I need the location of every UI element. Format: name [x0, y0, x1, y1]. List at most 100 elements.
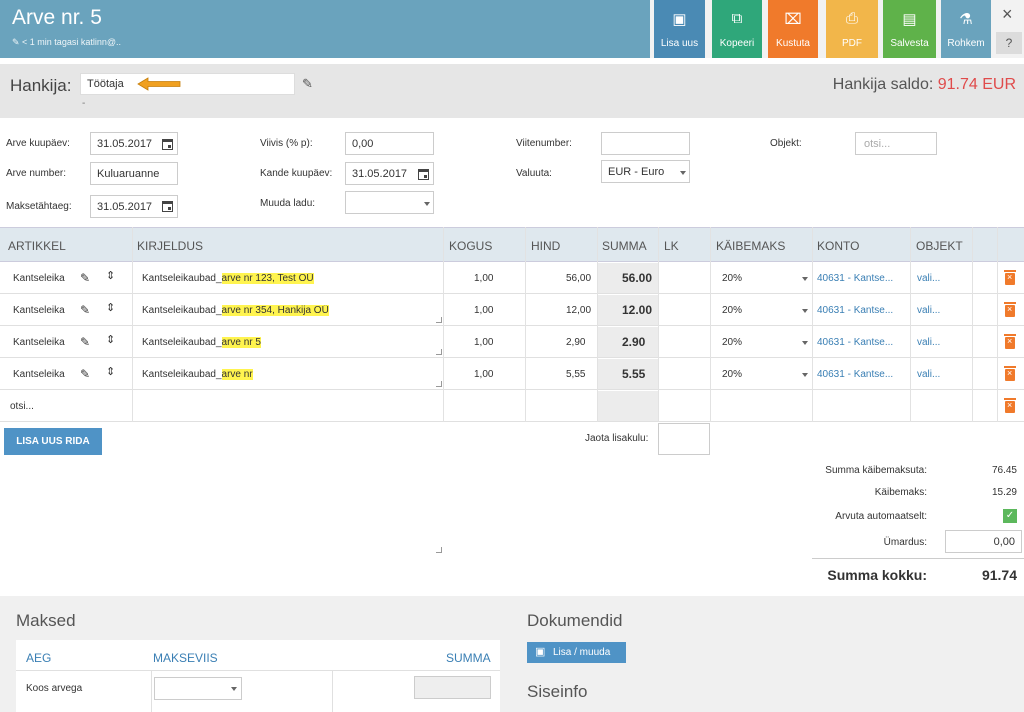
save-button[interactable]: ▤ Salvesta — [883, 0, 936, 58]
edit-icon[interactable]: ✎ — [80, 303, 91, 317]
payments-col-sum: SUMMA — [446, 651, 491, 665]
description-highlight: arve nr 354, Hankija OÜ — [221, 305, 329, 316]
row-quantity[interactable]: 1,00 — [474, 369, 494, 380]
calendar-icon[interactable] — [162, 201, 173, 212]
description-highlight: arve nr 123, Test OÜ — [221, 273, 314, 284]
row-article[interactable]: Kantseleika — [13, 337, 65, 348]
due-date-field[interactable]: 31.05.2017 — [90, 195, 178, 218]
row-price[interactable]: 2,90 — [566, 337, 586, 348]
penalty-field[interactable]: 0,00 — [345, 132, 434, 155]
ref-field[interactable] — [601, 132, 690, 155]
supplier-input[interactable]: Töötaja — [80, 73, 295, 95]
reorder-icon[interactable]: ⇕ — [106, 366, 116, 378]
column-divider — [972, 227, 973, 422]
row-account[interactable]: 40631 - Kantse... — [817, 369, 894, 380]
reorder-icon[interactable]: ⇕ — [106, 302, 116, 314]
trash-icon[interactable] — [1004, 334, 1016, 349]
trash-icon[interactable] — [1004, 270, 1016, 285]
rounding-input[interactable]: 0,00 — [945, 530, 1022, 553]
save-button-label: Salvesta — [890, 38, 929, 49]
row-description[interactable]: Kantseleikaubad_arve nr — [142, 369, 253, 380]
calendar-icon[interactable] — [418, 169, 429, 180]
entry-date-field[interactable]: 31.05.2017 — [345, 162, 434, 185]
pdf-button-label: PDF — [842, 38, 862, 49]
edit-icon[interactable]: ✎ — [80, 367, 91, 381]
copy-icon: ⧉ — [731, 10, 743, 27]
documents-edit-button[interactable]: ▣ Lisa / muuda — [527, 642, 626, 663]
resize-handle-icon[interactable] — [436, 349, 442, 355]
title-bar: Arve nr. 5 ✎ < 1 min tagasi katlinn@.. — [0, 0, 650, 58]
row-quantity[interactable]: 1,00 — [474, 273, 494, 284]
auto-calc-checkbox[interactable]: ✓ — [1003, 509, 1017, 523]
documents-button-label: Lisa / muuda — [553, 647, 611, 658]
resize-handle-icon[interactable] — [436, 381, 442, 387]
edit-icon[interactable]: ✎ — [80, 271, 91, 285]
reorder-icon[interactable]: ⇕ — [106, 270, 116, 282]
trash-icon[interactable] — [1004, 302, 1016, 317]
sum-cell-bg — [597, 295, 658, 326]
reorder-icon[interactable]: ⇕ — [106, 334, 116, 346]
trash-icon[interactable] — [1004, 398, 1016, 413]
row-description[interactable]: Kantseleikaubad_arve nr 123, Test OÜ — [142, 273, 314, 284]
row-article[interactable]: Kantseleika — [13, 273, 65, 284]
chevron-down-icon — [802, 309, 808, 313]
auto-calc-label: Arvuta automaatselt: — [835, 511, 927, 522]
row-object[interactable]: vali... — [917, 305, 941, 316]
row-vat[interactable]: 20% — [722, 305, 743, 316]
delete-button[interactable]: ⌧ Kustuta — [768, 0, 818, 58]
trash-icon[interactable] — [1004, 366, 1016, 381]
row-quantity[interactable]: 1,00 — [474, 305, 494, 316]
distribute-input[interactable] — [658, 423, 710, 455]
add-row-button[interactable]: LISA UUS RIDA — [4, 428, 102, 455]
row-article[interactable]: Kantseleika — [13, 369, 65, 380]
row-quantity[interactable]: 1,00 — [474, 337, 494, 348]
row-object[interactable]: vali... — [917, 337, 941, 348]
calendar-icon[interactable] — [162, 139, 173, 150]
resize-handle-icon[interactable] — [436, 547, 442, 553]
distribute-label: Jaota lisakulu: — [585, 433, 649, 444]
row-description[interactable]: Kantseleikaubad_arve nr 354, Hankija OÜ — [142, 305, 329, 316]
pdf-button[interactable]: ⎙ PDF — [826, 0, 878, 58]
chevron-down-icon — [802, 373, 808, 377]
row-account[interactable]: 40631 - Kantse... — [817, 273, 894, 284]
row-article[interactable]: Kantseleika — [13, 305, 65, 316]
description-highlight: arve nr 5 — [221, 337, 261, 348]
close-icon[interactable]: × — [1002, 4, 1013, 24]
invoice-date-field[interactable]: 31.05.2017 — [90, 132, 178, 155]
object-search-input[interactable]: otsi... — [855, 132, 937, 155]
edit-icon[interactable]: ✎ — [302, 76, 313, 91]
row-account[interactable]: 40631 - Kantse... — [817, 305, 894, 316]
payment-sum-input[interactable] — [414, 676, 491, 699]
row-object[interactable]: vali... — [917, 273, 941, 284]
warehouse-select[interactable] — [345, 191, 434, 214]
row-object[interactable]: vali... — [917, 369, 941, 380]
description-text: Kantseleikaubad_ — [142, 273, 222, 284]
row-account[interactable]: 40631 - Kantse... — [817, 337, 894, 348]
row-price[interactable]: 12,00 — [566, 305, 592, 316]
payments-title: Maksed — [16, 611, 76, 630]
row-price[interactable]: 5,55 — [566, 369, 586, 380]
edit-icon[interactable]: ✎ — [80, 335, 91, 349]
sum-cell-bg — [597, 391, 658, 422]
currency-select[interactable]: EUR - Euro — [601, 160, 690, 183]
new-button[interactable]: ▣ Lisa uus — [654, 0, 705, 58]
resize-handle-icon[interactable] — [436, 317, 442, 323]
payment-method-select[interactable] — [154, 677, 242, 700]
more-button[interactable]: ⚗ Rohkem — [941, 0, 991, 58]
row-price[interactable]: 56,00 — [566, 273, 592, 284]
payments-col-method: MAKSEVIIS — [153, 651, 218, 665]
row-vat[interactable]: 20% — [722, 337, 743, 348]
invoice-number-label: Arve number: — [6, 168, 67, 179]
row-vat[interactable]: 20% — [722, 369, 743, 380]
last-edited-text: < 1 min tagasi katlinn@.. — [22, 37, 121, 47]
supplier-balance: Hankija saldo: 91.74 EUR — [833, 76, 1016, 94]
entry-date-label: Kande kuupäev: — [260, 168, 333, 179]
table-row: Kantseleika ✎ ⇕ Kantseleikaubad_arve nr … — [0, 294, 1024, 326]
copy-button[interactable]: ⧉ Kopeeri — [712, 0, 762, 58]
help-button[interactable]: ? — [996, 32, 1022, 54]
row-description[interactable]: Kantseleikaubad_arve nr 5 — [142, 337, 261, 348]
row-vat[interactable]: 20% — [722, 273, 743, 284]
invoice-number-field[interactable]: Kuluaruanne — [90, 162, 178, 185]
article-search-input[interactable]: otsi... — [10, 401, 34, 412]
